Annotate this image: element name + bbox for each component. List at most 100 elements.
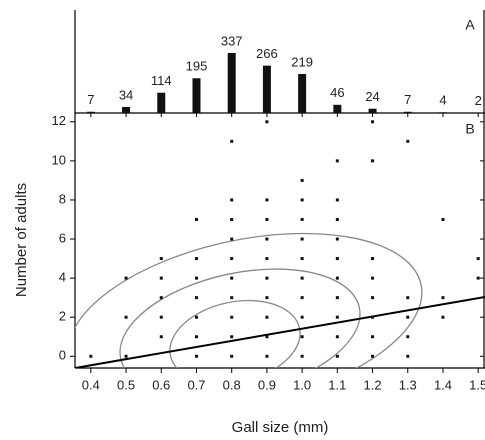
point: [230, 139, 234, 143]
point: [441, 217, 445, 221]
panel-label: B: [465, 121, 474, 137]
point: [300, 257, 304, 261]
point: [371, 276, 375, 280]
point: [265, 217, 269, 221]
bar: [298, 74, 307, 113]
point: [159, 335, 163, 339]
y-tick-label: 0: [59, 348, 66, 363]
contour: [119, 268, 361, 368]
point: [230, 217, 234, 221]
bar-label: 2: [475, 93, 482, 108]
point: [406, 335, 410, 339]
point: [406, 139, 410, 143]
x-tick-label: 0.7: [187, 377, 205, 392]
point: [265, 237, 269, 241]
bar: [438, 112, 447, 113]
x-tick-label: 1.3: [399, 377, 417, 392]
bar-label: 337: [221, 33, 243, 48]
bar: [192, 78, 201, 113]
bar: [262, 65, 271, 113]
point: [124, 276, 128, 280]
point: [194, 217, 198, 221]
contours: [75, 232, 485, 368]
point: [300, 296, 304, 300]
point: [194, 276, 198, 280]
x-tick-label: 1.2: [364, 377, 382, 392]
bar: [227, 53, 236, 113]
bar: [86, 111, 95, 113]
point: [265, 257, 269, 261]
bar: [368, 108, 377, 113]
point: [159, 257, 163, 261]
point: [335, 335, 339, 339]
x-tick-label: 1.1: [328, 377, 346, 392]
point: [335, 217, 339, 221]
bar-label: 219: [291, 54, 313, 69]
point: [441, 296, 445, 300]
point: [124, 354, 128, 358]
y-tick-label: 2: [59, 309, 66, 324]
x-tick-label: 0.6: [152, 377, 170, 392]
point: [159, 315, 163, 319]
y-tick-label: 6: [59, 230, 66, 245]
contour: [75, 232, 423, 368]
point: [230, 198, 234, 202]
point: [159, 296, 163, 300]
point: [300, 335, 304, 339]
point: [335, 237, 339, 241]
bar-label: 46: [330, 85, 344, 100]
point: [335, 276, 339, 280]
point: [335, 257, 339, 261]
bar-label: 4: [439, 93, 446, 108]
bar-label: 7: [87, 92, 94, 107]
point: [406, 354, 410, 358]
x-tick-label: 1.5: [469, 377, 485, 392]
y-tick-label: 10: [52, 152, 66, 167]
y-tick-label: 4: [59, 270, 66, 285]
regression-line: [75, 296, 485, 368]
x-tick-label: 1.0: [293, 377, 311, 392]
point: [194, 354, 198, 358]
point: [335, 354, 339, 358]
point: [159, 276, 163, 280]
point: [335, 159, 339, 163]
point: [265, 120, 269, 124]
bar-label: 24: [365, 89, 379, 104]
bar: [157, 92, 166, 113]
point: [441, 315, 445, 319]
point: [194, 296, 198, 300]
point: [265, 276, 269, 280]
x-tick-label: 0.5: [117, 377, 135, 392]
point: [371, 296, 375, 300]
point: [230, 335, 234, 339]
point: [371, 354, 375, 358]
point: [230, 354, 234, 358]
point: [300, 198, 304, 202]
point: [476, 257, 480, 261]
y-axis-title: Number of adults: [13, 183, 30, 297]
point: [265, 198, 269, 202]
x-tick-label: 0.9: [258, 377, 276, 392]
point: [194, 335, 198, 339]
bar-label: 266: [256, 46, 278, 61]
bar-label: 195: [186, 59, 208, 74]
point: [335, 296, 339, 300]
point: [265, 354, 269, 358]
point: [335, 198, 339, 202]
point: [265, 296, 269, 300]
point: [300, 354, 304, 358]
x-tick-label: 1.4: [434, 377, 452, 392]
y-tick-label: 12: [52, 113, 66, 128]
point: [300, 217, 304, 221]
y-tick-label: 8: [59, 191, 66, 206]
panel-label: A: [465, 17, 475, 33]
point: [371, 120, 375, 124]
bar: [333, 104, 342, 113]
point: [476, 276, 480, 280]
point: [265, 315, 269, 319]
point: [371, 315, 375, 319]
point: [406, 315, 410, 319]
bar: [403, 111, 412, 113]
bar-label: 34: [119, 87, 133, 102]
point: [124, 315, 128, 319]
